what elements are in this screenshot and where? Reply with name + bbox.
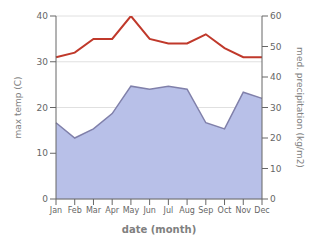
svg-text:Jan: Jan [49,206,62,215]
svg-text:20: 20 [270,133,282,143]
svg-text:20: 20 [37,103,49,113]
svg-text:40: 40 [270,72,282,82]
svg-text:date (month): date (month) [122,224,196,235]
svg-text:10: 10 [270,164,282,174]
svg-text:30: 30 [37,57,49,67]
svg-text:Apr: Apr [105,206,120,215]
svg-text:30: 30 [270,103,282,113]
svg-text:40: 40 [37,11,49,21]
svg-text:Oct: Oct [218,206,232,215]
svg-text:med. precipitation (kg/m2): med. precipitation (kg/m2) [295,47,305,168]
svg-text:Sep: Sep [198,206,213,215]
svg-text:50: 50 [270,42,282,52]
svg-text:60: 60 [270,11,282,21]
svg-text:Mar: Mar [86,206,102,215]
svg-text:0: 0 [270,194,276,204]
svg-text:0: 0 [42,194,48,204]
svg-text:10: 10 [37,148,49,158]
svg-text:Dec: Dec [254,206,269,215]
svg-text:max temp (C): max temp (C) [13,76,23,138]
svg-text:May: May [123,206,140,215]
svg-text:Jul: Jul [163,206,174,215]
svg-text:Nov: Nov [235,206,251,215]
svg-text:Feb: Feb [68,206,82,215]
svg-text:Aug: Aug [179,206,195,215]
svg-text:Jun: Jun [142,206,156,215]
